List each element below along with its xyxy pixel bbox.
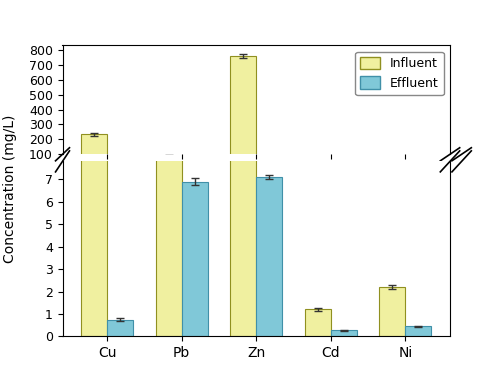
Bar — [379, 287, 406, 336]
Bar — [230, 56, 256, 169]
Bar — [156, 156, 182, 169]
Bar — [256, 168, 282, 169]
Bar — [182, 181, 208, 336]
Bar — [256, 177, 282, 336]
Bar — [107, 319, 134, 336]
Bar — [230, 0, 256, 336]
Bar — [81, 134, 107, 169]
Bar — [182, 168, 208, 169]
Legend: Influent, Effluent: Influent, Effluent — [355, 52, 444, 95]
Bar — [331, 330, 357, 336]
Bar — [406, 326, 431, 336]
Text: Concentration (mg/L): Concentration (mg/L) — [3, 115, 17, 263]
Bar — [304, 310, 331, 336]
Bar — [156, 0, 182, 336]
Bar — [81, 0, 107, 336]
